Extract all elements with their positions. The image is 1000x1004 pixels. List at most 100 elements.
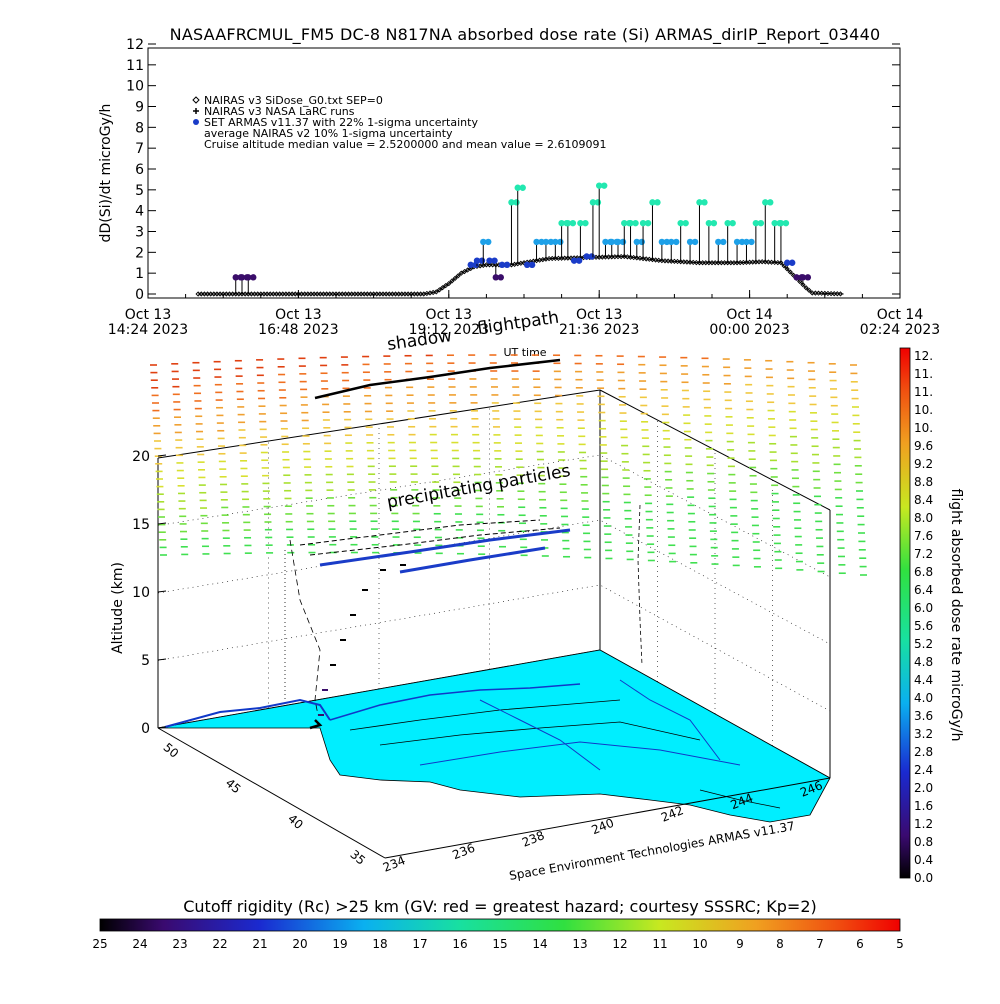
model-point <box>646 256 652 262</box>
rigidity-colorbar-tick: 22 <box>212 937 227 951</box>
y-tick-label: 12 <box>126 37 144 53</box>
dose-colorbar-tick: 5.6 <box>914 619 933 633</box>
armas-point <box>799 274 807 281</box>
rigidity-colorbar-tick: 14 <box>532 937 547 951</box>
y-tick-label: 6 <box>135 162 144 178</box>
y-tick-label: 7 <box>135 141 144 157</box>
legend-entry: Cruise altitude median value = 2.5200000… <box>204 138 607 151</box>
rigidity-colorbar-bar <box>99 918 901 932</box>
dose-colorbar-tick: 12. <box>914 349 933 363</box>
flightpath-3d <box>284 358 643 730</box>
y-tick-label: 1 <box>135 266 144 282</box>
model-point <box>461 268 468 275</box>
armas-point <box>503 261 511 269</box>
annotation-shadow: shadow <box>386 326 453 355</box>
model-point <box>662 258 668 264</box>
x-tick-label-time: 19:12 2023 <box>409 322 489 338</box>
model-point <box>775 259 781 266</box>
model-point <box>800 281 806 288</box>
armas-point <box>686 238 694 246</box>
model-point <box>443 283 449 289</box>
armas-point <box>485 238 492 246</box>
armas-point <box>552 238 559 246</box>
armas-point <box>514 184 521 191</box>
armas-point <box>594 199 602 206</box>
armas-point <box>705 219 713 227</box>
model-point <box>624 254 631 260</box>
armas-point <box>473 257 481 264</box>
x-tick-label-date: Oct 13 <box>275 307 321 323</box>
armas-point <box>583 253 590 260</box>
x-tick-label-date: Oct 14 <box>877 307 924 323</box>
dose-colorbar-ticks: 12. 11. 11. 10. 10. 9.6 9.2 8.8 8.4 8.0 7.6 7.2 6.8 6… <box>914 349 933 885</box>
y-tick-label: 3 <box>135 225 144 241</box>
map-detail <box>619 679 721 761</box>
armas-point <box>767 199 774 206</box>
armas-point <box>497 274 504 281</box>
y-tick-label: 10 <box>126 79 144 95</box>
rigidity-colorbar-ticks: 25 24 23 22 21 20 19 18 17 16 15 14 13 12 11 10 9 8 7 6 5 <box>92 937 903 951</box>
map-detail <box>419 741 741 766</box>
model-point <box>634 255 640 261</box>
z-tick-label: 0 <box>141 721 150 737</box>
map-detail <box>379 721 701 746</box>
model-point <box>784 266 790 272</box>
armas-point <box>654 199 661 206</box>
z-tick <box>157 726 167 729</box>
legend-entry: NAIRAS v3 NASA LaRC runs <box>204 105 355 118</box>
model-point <box>464 267 471 273</box>
armas-point <box>691 238 699 246</box>
model-point <box>631 254 637 261</box>
armas-point <box>547 238 555 246</box>
armas-point <box>513 199 520 206</box>
model-point <box>765 259 772 265</box>
model-point <box>439 285 446 291</box>
z-axis: 0 5 10 15 20 <box>132 449 167 737</box>
rigidity-colorbar-tick: 15 <box>492 937 507 951</box>
model-point <box>778 260 784 266</box>
dose-colorbar-label: flight absorbed dose rate microGy/h <box>948 489 964 742</box>
y-tick-label: 9 <box>135 100 144 116</box>
z-tick <box>157 658 167 661</box>
legend-dot-icon <box>193 119 199 125</box>
armas-point <box>557 238 564 246</box>
legend-entry: NAIRAS v3 SiDose_G0.txt SEP=0 <box>204 94 383 107</box>
armas-point <box>632 219 639 227</box>
rigidity-colorbar-tick: 23 <box>172 937 187 951</box>
armas-point <box>486 257 493 264</box>
armas-point <box>715 238 722 246</box>
armas-point <box>498 261 506 269</box>
dotted-grid <box>157 407 831 746</box>
box-edge <box>599 389 831 511</box>
armas-point <box>649 199 656 206</box>
armas-point <box>633 238 640 246</box>
dose-colorbar-tick: 1.6 <box>914 799 933 813</box>
armas-point <box>748 238 755 246</box>
model-point <box>452 275 458 282</box>
armas-point <box>743 238 750 246</box>
rigidity-colorbar-label: Cutoff rigidity (Rc) >25 km (GV: red = g… <box>183 897 817 916</box>
armas-point <box>569 219 577 227</box>
lon-axis-line <box>384 777 831 859</box>
armas-point <box>558 219 565 227</box>
x-tick-label-time: 21:36 2023 <box>559 322 639 338</box>
dose-colorbar-tick: 3.2 <box>914 727 933 741</box>
z-axis-label: Altitude (km) <box>110 562 126 654</box>
model-point <box>787 269 793 275</box>
rigidity-colorbar-tick: 16 <box>452 937 467 951</box>
armas-point <box>467 261 474 269</box>
armas-point <box>627 219 634 227</box>
model-point <box>659 258 665 264</box>
armas-point <box>724 219 731 227</box>
model-point <box>803 285 809 291</box>
model-point <box>621 253 627 260</box>
armas-point <box>638 238 645 246</box>
dose-colorbar-tick: 10. <box>914 421 933 435</box>
legend-diamond-icon <box>192 96 200 104</box>
x-tick-label-date: Oct 14 <box>726 307 773 323</box>
armas-point <box>733 238 741 246</box>
